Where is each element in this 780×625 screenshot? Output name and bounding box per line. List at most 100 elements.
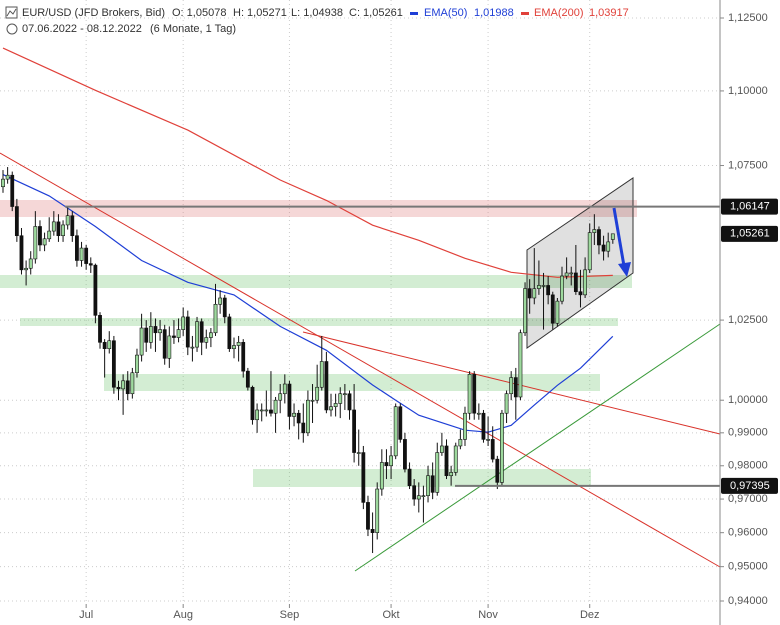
candle-body [398,406,403,440]
y-tick-label: 1,02500 [728,314,768,326]
chart-icon [5,6,18,19]
legend-swatch [410,12,418,15]
price-label-box [721,477,778,494]
candle-body [28,258,33,269]
candle-body [56,221,61,237]
candle-body [597,229,601,246]
y-tick-label: 0,96000 [728,527,768,539]
candle-body [541,285,546,287]
y-tick-label: 1,07500 [728,159,768,171]
candle-body [352,409,357,453]
candle-body [172,335,176,338]
candle-body [490,439,495,460]
candle-body [486,439,490,441]
x-tick-label: Okt [383,609,400,621]
candle-body [412,485,417,500]
support-zone [104,374,600,391]
candle-body [14,206,19,237]
candle-body [537,285,541,289]
candle-body [560,275,564,302]
candle-body [333,403,338,408]
candle-body [375,488,380,533]
candle-body [439,445,444,453]
candle-body [195,321,199,348]
candle-body [241,342,246,372]
candle-body [250,386,255,421]
candle-body [472,374,477,414]
trend-line [354,323,721,572]
candle-body [259,409,264,412]
candle-body [509,377,514,395]
price-label: 1,05261 [730,228,770,240]
candle-body [61,224,65,237]
legend-value: 1,01988 [474,7,514,19]
plot [1,47,720,554]
candle-body [416,495,421,500]
y-tick-label: 1,00000 [728,394,768,406]
candle-body [481,412,486,440]
candle-body [158,329,162,334]
candle-body [356,452,361,454]
candle-body [19,235,24,271]
y-tick-label: 1,10000 [728,85,768,97]
candle-body [366,502,370,530]
candle-body [282,383,287,395]
price-label: 1,06147 [730,201,770,213]
candle-body [361,452,366,503]
candle-body [130,372,135,395]
candle-body [592,229,597,233]
candle-body [476,412,481,415]
x-tick-label: Dez [580,609,600,621]
price-label-box [721,198,778,215]
candle-body [222,297,227,318]
candle-body [569,272,574,275]
candle-body [42,238,47,246]
candle-body [315,386,320,401]
y-tick-label: 0,99000 [728,427,768,439]
candle-body [523,288,527,334]
y-tick-label: 0,94000 [728,595,768,607]
candle-body [79,247,84,261]
candle-body [407,468,412,486]
legend-swatch [521,12,529,15]
candle-body [199,321,204,343]
candle-body [546,285,551,296]
legend-label: EMA(50) [424,7,467,19]
trend-line [0,152,721,568]
legend-value: 1,03917 [589,7,629,19]
candle-body [204,337,209,343]
candle-body [296,412,301,424]
candle-body [153,326,158,334]
candle-body [278,393,283,401]
candle-body [292,412,296,417]
candle-body [1,178,5,188]
candle-body [51,221,56,232]
candle-body [467,374,472,414]
candle-body [421,495,426,498]
price-label: 0,97395 [730,480,770,492]
candle-body [301,422,306,434]
candle-body [107,340,112,350]
candle-body [75,235,79,261]
candle-body [500,412,504,483]
candle-body [269,409,273,414]
candle-body [287,383,292,417]
candle-body [310,399,315,402]
candle-body [384,462,389,467]
candle-body [347,393,352,411]
candle-body [504,393,509,414]
ohlc-open: O: 1,05078 [172,7,226,19]
candle-body [218,297,223,305]
candle-body [213,303,218,334]
y-tick-label: 0,97000 [728,493,768,505]
candle-body [379,462,384,490]
candle-body [453,445,458,473]
candle-body [84,247,89,264]
candle-body [555,300,560,324]
candle-body [306,399,310,434]
candle-body [148,326,153,343]
candle-body [342,393,347,396]
legend-label: EMA(200) [534,7,584,19]
ema-line [2,47,613,278]
candle-body [329,406,333,411]
